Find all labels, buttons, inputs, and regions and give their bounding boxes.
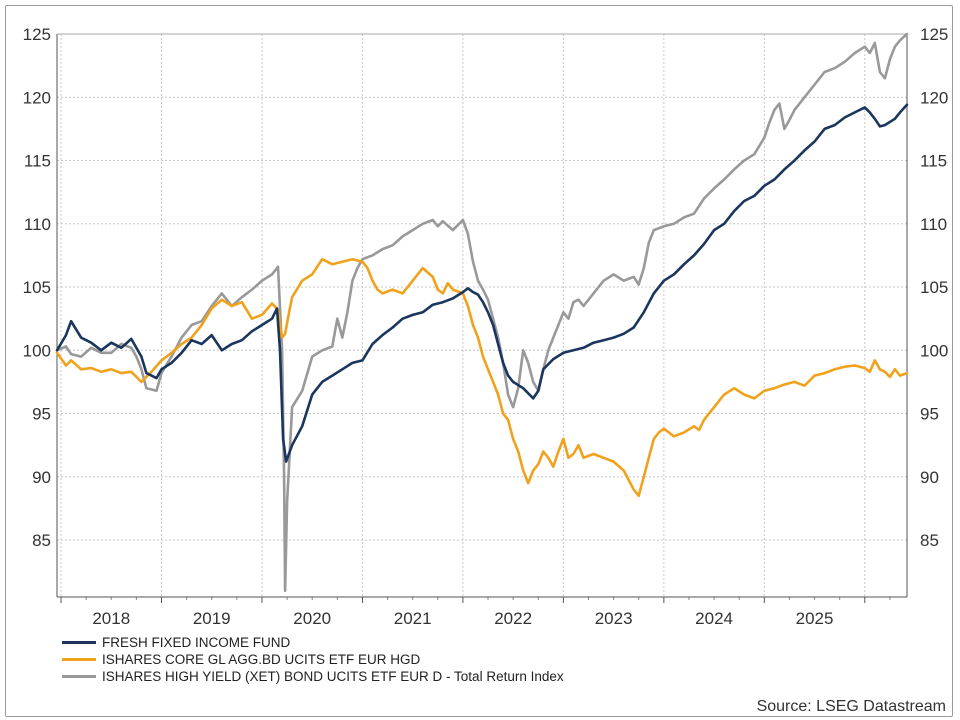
y-tick-label-left: 110	[24, 215, 51, 234]
legend-swatch-ishares-core	[62, 658, 96, 661]
y-tick-label-right: 100	[920, 341, 948, 360]
x-tick-label: 2023	[595, 609, 633, 628]
x-tick-label: 2022	[494, 609, 532, 628]
y-tick-label-left: 85	[32, 531, 51, 550]
y-tick-label-right: 85	[920, 531, 939, 550]
y-tick-label-right: 95	[920, 405, 939, 424]
plot-area	[57, 34, 907, 597]
y-tick-label-right: 105	[920, 278, 948, 297]
legend-label: ISHARES CORE GL AGG.BD UCITS ETF EUR HGD	[102, 652, 421, 667]
y-tick-label-left: 125	[23, 25, 51, 44]
y-tick-label-left: 105	[23, 278, 51, 297]
y-tick-label-left: 115	[24, 152, 51, 171]
legend-label: ISHARES HIGH YIELD (XET) BOND UCITS ETF …	[102, 669, 564, 684]
y-tick-label-left: 90	[32, 468, 51, 487]
y-tick-label-left: 100	[23, 341, 51, 360]
legend-swatch-ishares-hy	[62, 675, 96, 678]
y-tick-label-right: 120	[920, 88, 948, 107]
legend-item: ISHARES HIGH YIELD (XET) BOND UCITS ETF …	[62, 668, 564, 685]
y-tick-label-right: 125	[920, 25, 948, 44]
x-tick-label: 2020	[293, 609, 331, 628]
legend: FRESH FIXED INCOME FUND ISHARES CORE GL …	[62, 634, 564, 685]
source-note: Source: LSEG Datastream	[756, 698, 946, 715]
y-tick-label-right: 90	[920, 468, 939, 487]
legend-item: FRESH FIXED INCOME FUND	[62, 634, 564, 651]
x-tick-label: 2021	[394, 609, 432, 628]
legend-swatch-fresh	[62, 641, 96, 644]
x-tick-label: 2024	[695, 609, 733, 628]
series-line-ishares-high-yield	[55, 32, 909, 592]
x-tick-label: 2025	[796, 609, 834, 628]
legend-label: FRESH FIXED INCOME FUND	[102, 635, 291, 650]
x-tick-label: 2019	[193, 609, 231, 628]
x-tick-label: 2018	[92, 609, 130, 628]
y-tick-label-left: 120	[23, 88, 51, 107]
y-tick-label-left: 95	[32, 405, 51, 424]
legend-item: ISHARES CORE GL AGG.BD UCITS ETF EUR HGD	[62, 651, 564, 668]
y-tick-label-right: 110	[920, 215, 947, 234]
y-tick-label-right: 115	[920, 152, 947, 171]
series-line-fresh-fixed-income	[55, 103, 909, 463]
series-line-ishares-core-agg	[55, 257, 909, 498]
